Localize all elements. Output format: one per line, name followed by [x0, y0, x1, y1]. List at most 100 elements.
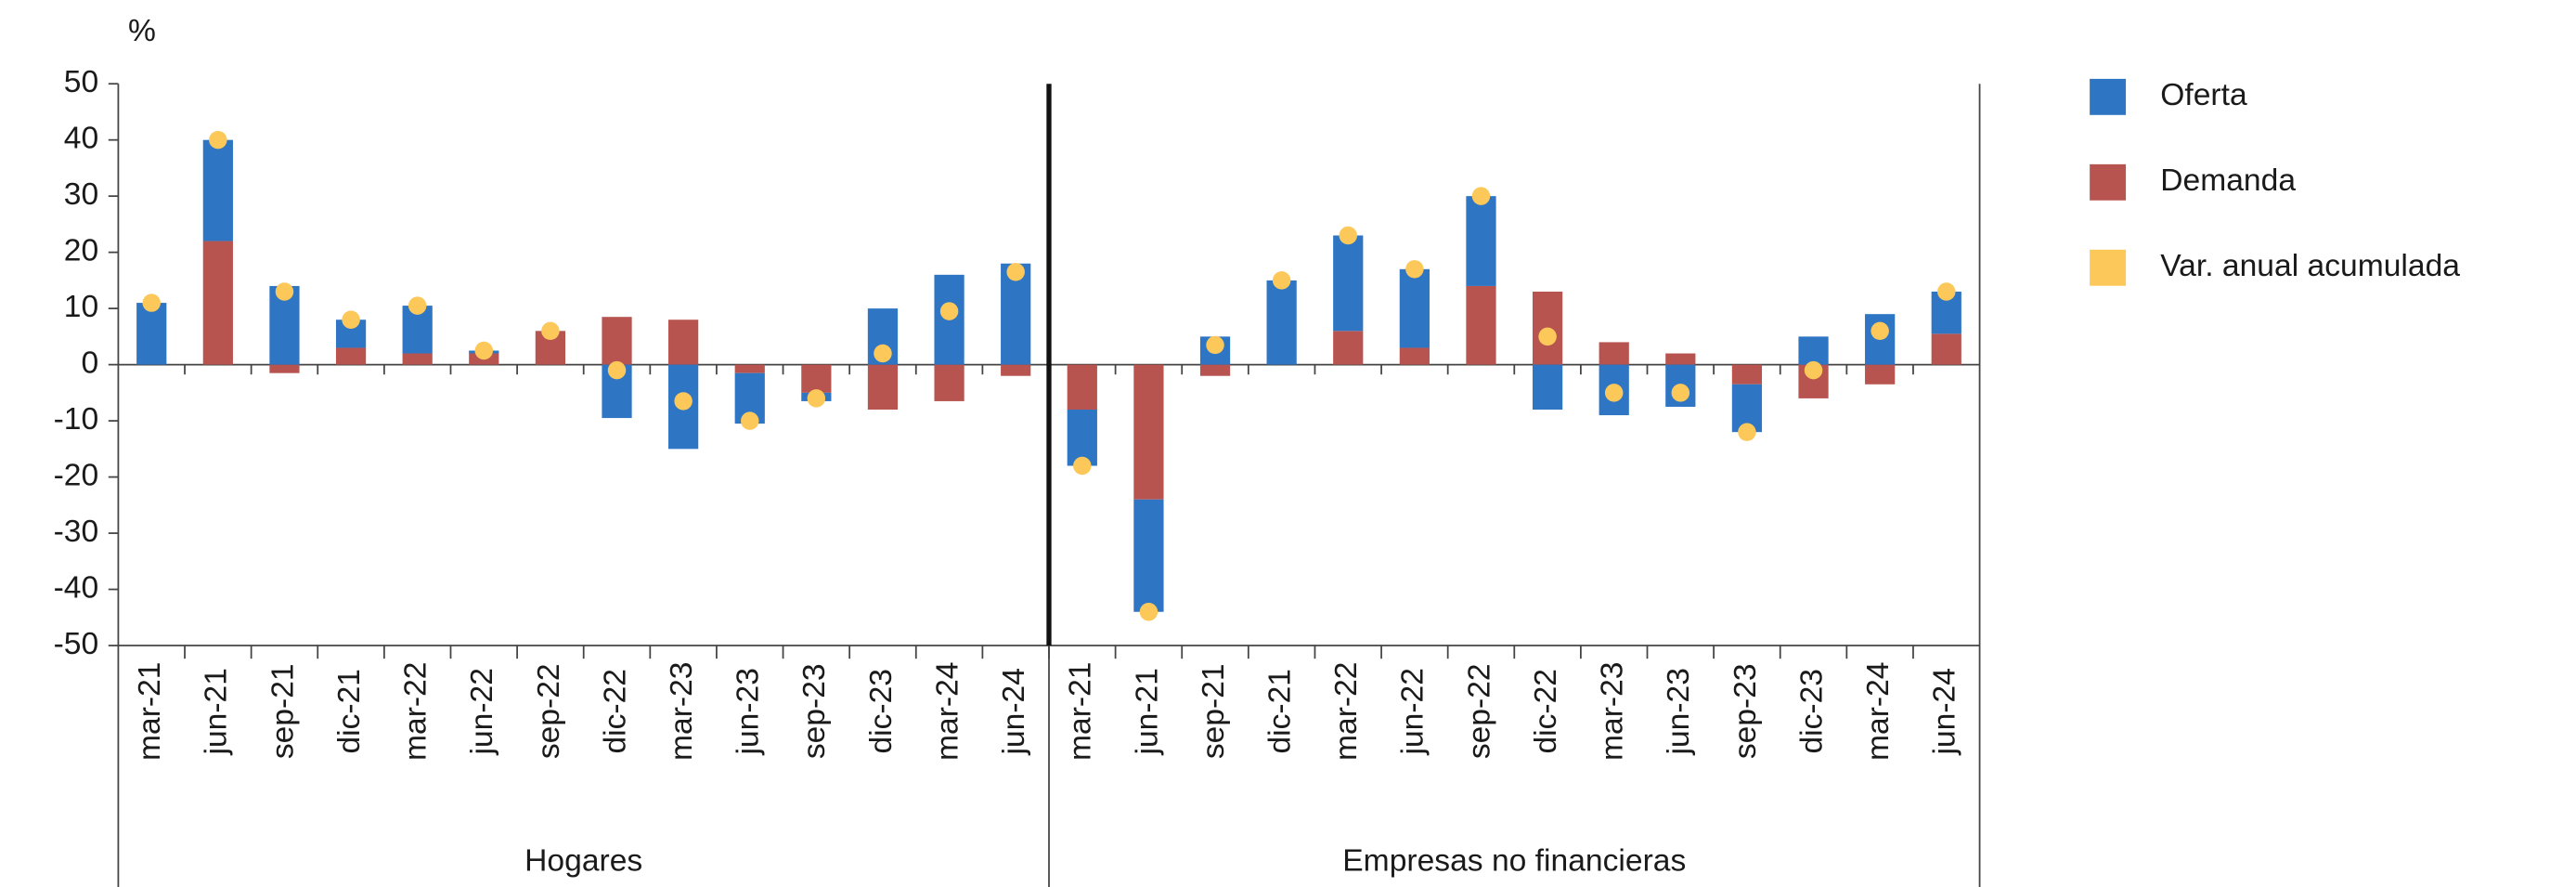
- x-tick-label: sep-22: [532, 663, 566, 759]
- dot: [807, 389, 826, 408]
- y-tick-label: -20: [54, 458, 99, 492]
- x-tick-label: sep-22: [1462, 663, 1496, 759]
- bar: [1731, 364, 1763, 385]
- dot: [142, 293, 161, 312]
- x-tick-label: jun-22: [1396, 668, 1430, 755]
- dot: [1139, 603, 1159, 621]
- x-tick-label: jun-21: [1130, 668, 1164, 755]
- bar: [1001, 364, 1031, 376]
- bar: [1333, 331, 1364, 365]
- dot: [874, 344, 892, 363]
- y-tick-label: -40: [54, 570, 99, 605]
- group-label: Empresas no financieras: [1342, 843, 1686, 878]
- x-tick-label: jun-24: [997, 668, 1031, 755]
- x-tick-label: jun-23: [1662, 668, 1696, 755]
- bar: [1067, 364, 1097, 410]
- bar: [402, 353, 433, 365]
- x-tick-label: sep-21: [265, 663, 300, 759]
- x-tick-label: dic-23: [864, 669, 899, 754]
- dot: [1937, 282, 1956, 301]
- bar: [668, 320, 699, 365]
- dot: [674, 392, 693, 411]
- bar: [1865, 364, 1896, 385]
- dot: [1073, 456, 1092, 476]
- bar: [1798, 336, 1829, 365]
- bar: [202, 241, 233, 365]
- dot: [1738, 423, 1756, 441]
- x-tick-label: dic-22: [1529, 669, 1563, 754]
- x-tick-label: mar-23: [1596, 662, 1630, 761]
- bar: [801, 364, 832, 393]
- bar: [734, 364, 765, 373]
- bar: [136, 303, 167, 365]
- x-tick-label: dic-21: [332, 669, 367, 754]
- dot: [1671, 384, 1690, 402]
- bar: [1665, 353, 1696, 365]
- dot: [541, 321, 560, 341]
- x-tick-label: mar-21: [133, 662, 167, 761]
- y-tick-label: -30: [54, 515, 99, 549]
- x-tick-label: dic-22: [598, 669, 632, 754]
- dot: [607, 360, 627, 380]
- x-tick-label: dic-23: [1794, 669, 1829, 754]
- bar: [1599, 342, 1629, 365]
- x-tick-label: mar-24: [930, 662, 964, 761]
- legend-label: Var. anual acumulada: [2160, 249, 2460, 283]
- group-label: Hogares: [524, 843, 642, 878]
- x-tick-label: mar-23: [665, 662, 699, 761]
- bar: [1133, 364, 1164, 500]
- bar: [1466, 196, 1496, 286]
- dot: [1405, 260, 1424, 279]
- x-tick-label: jun-23: [731, 668, 766, 755]
- dot: [1604, 384, 1624, 402]
- dot: [1339, 226, 1357, 245]
- dot: [1272, 271, 1291, 290]
- bar: [335, 347, 367, 365]
- bar: [1399, 268, 1430, 348]
- dot: [209, 130, 227, 150]
- y-tick-label: 0: [81, 346, 98, 380]
- bar: [867, 364, 899, 410]
- x-tick-label: mar-21: [1064, 662, 1098, 761]
- bar: [602, 317, 632, 365]
- bar: [1199, 364, 1231, 376]
- y-tick-label: 50: [64, 65, 98, 99]
- legend-swatch: [2090, 78, 2127, 115]
- y-unit: %: [128, 14, 156, 48]
- x-tick-label: mar-24: [1861, 662, 1896, 761]
- x-tick-label: mar-22: [399, 662, 434, 761]
- legend-swatch: [2090, 163, 2127, 201]
- dot: [275, 282, 294, 301]
- x-tick-label: sep-21: [1197, 663, 1231, 759]
- y-tick-label: 40: [64, 122, 98, 156]
- x-tick-label: jun-21: [200, 668, 234, 755]
- bar: [269, 364, 300, 373]
- y-tick-label: 20: [64, 234, 98, 268]
- bar: [1333, 235, 1364, 332]
- bar: [1067, 409, 1097, 466]
- dot: [408, 296, 427, 315]
- bar: [1399, 347, 1430, 365]
- x-tick-label: jun-24: [1928, 668, 1962, 755]
- bar: [1133, 499, 1164, 612]
- dot: [1804, 360, 1823, 380]
- legend-swatch: [2090, 249, 2127, 286]
- dot: [474, 341, 494, 360]
- dot: [741, 411, 759, 430]
- x-tick-label: dic-21: [1263, 669, 1298, 754]
- bar: [1931, 333, 1961, 365]
- y-tick-label: 30: [64, 177, 98, 212]
- x-tick-label: jun-22: [465, 668, 499, 755]
- bar: [202, 139, 233, 241]
- dot: [1006, 263, 1025, 281]
- bar: [1266, 280, 1297, 365]
- y-tick-label: -50: [54, 627, 99, 661]
- dot: [1206, 335, 1224, 355]
- dot: [342, 310, 360, 329]
- y-tick-label: 10: [64, 290, 98, 324]
- dot: [1471, 187, 1491, 205]
- bar: [1466, 285, 1496, 365]
- x-tick-label: sep-23: [797, 663, 832, 759]
- dot: [939, 302, 959, 320]
